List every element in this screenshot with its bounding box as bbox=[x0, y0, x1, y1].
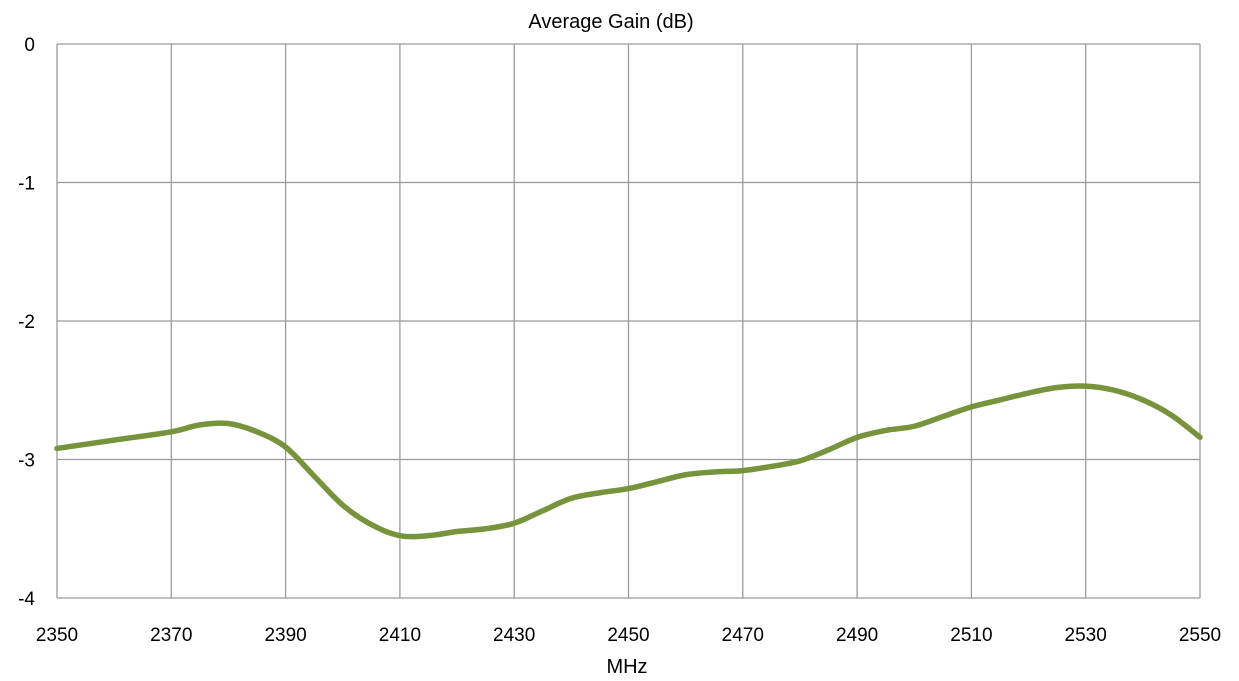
x-tick-label: 2510 bbox=[950, 625, 992, 646]
y-tick-label: -2 bbox=[18, 312, 35, 333]
data-point bbox=[998, 398, 1002, 402]
data-point bbox=[855, 435, 859, 439]
x-tick-label: 2470 bbox=[722, 625, 764, 646]
data-point bbox=[655, 480, 659, 484]
grid bbox=[56, 43, 1201, 599]
x-tick-label: 2350 bbox=[36, 625, 78, 646]
chart-title: Average Gain (dB) bbox=[528, 11, 693, 33]
data-point bbox=[1027, 391, 1031, 395]
data-point bbox=[55, 446, 59, 450]
x-tick-label: 2430 bbox=[493, 625, 535, 646]
y-tick-label: -3 bbox=[18, 451, 35, 472]
data-point bbox=[969, 405, 973, 409]
data-point bbox=[769, 464, 773, 468]
data-point bbox=[1169, 413, 1173, 417]
data-point bbox=[827, 448, 831, 452]
data-point bbox=[712, 470, 716, 474]
x-tick-label: 2410 bbox=[379, 625, 421, 646]
data-point bbox=[398, 534, 402, 538]
x-tick-label: 2370 bbox=[150, 625, 192, 646]
data-point bbox=[941, 415, 945, 419]
data-point bbox=[1112, 388, 1116, 392]
data-point bbox=[884, 428, 888, 432]
x-axis-ticks: 2350 2370 2390 2410 2430 2450 2470 2490 2510 2530… bbox=[36, 625, 1221, 646]
data-point bbox=[1055, 385, 1059, 389]
y-tick-label: 0 bbox=[24, 35, 35, 56]
x-tick-label: 2530 bbox=[1065, 625, 1107, 646]
data-point bbox=[112, 438, 116, 442]
data-point bbox=[1141, 398, 1145, 402]
series-line bbox=[54, 383, 1203, 540]
data-point bbox=[627, 487, 631, 491]
data-point bbox=[426, 534, 430, 538]
data-point bbox=[341, 503, 345, 507]
data-point bbox=[484, 527, 488, 531]
y-tick-label: -4 bbox=[18, 589, 35, 610]
data-point bbox=[1198, 435, 1202, 439]
data-point bbox=[741, 469, 745, 473]
data-point bbox=[455, 530, 459, 534]
data-point bbox=[1084, 384, 1088, 388]
x-axis-label: MHz bbox=[606, 656, 647, 678]
data-point bbox=[312, 474, 316, 478]
data-point bbox=[284, 445, 288, 449]
data-point bbox=[798, 459, 802, 463]
y-axis-ticks: 0 -1 -2 -3 -4 bbox=[18, 35, 35, 610]
x-tick-label: 2450 bbox=[607, 625, 649, 646]
data-point bbox=[169, 430, 173, 434]
data-point bbox=[598, 491, 602, 495]
data-point bbox=[226, 421, 230, 425]
x-tick-label: 2550 bbox=[1179, 625, 1221, 646]
x-tick-label: 2490 bbox=[836, 625, 878, 646]
y-tick-label: -1 bbox=[18, 174, 35, 195]
x-tick-label: 2390 bbox=[264, 625, 306, 646]
series-layer bbox=[54, 383, 1203, 540]
data-point bbox=[569, 496, 573, 500]
data-point bbox=[255, 430, 259, 434]
data-point bbox=[198, 423, 202, 427]
data-point bbox=[912, 424, 916, 428]
data-point bbox=[684, 473, 688, 477]
data-point bbox=[541, 509, 545, 513]
data-point bbox=[512, 521, 516, 525]
data-point bbox=[369, 523, 373, 527]
